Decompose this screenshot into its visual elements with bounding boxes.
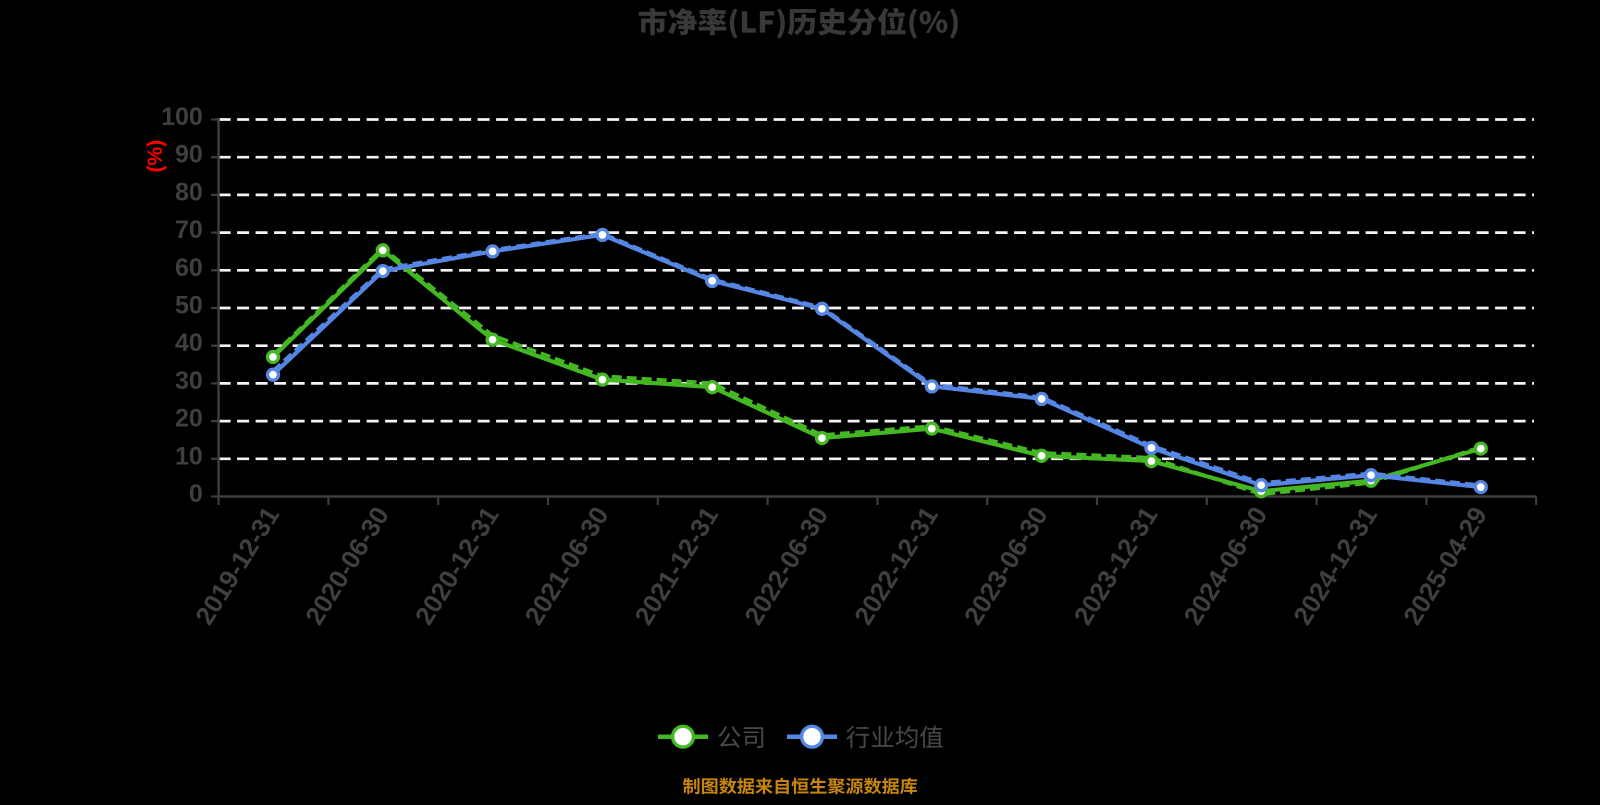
svg-text:70: 70 bbox=[175, 216, 203, 244]
svg-text:30: 30 bbox=[175, 367, 203, 395]
svg-text:60: 60 bbox=[175, 254, 203, 282]
svg-text:40: 40 bbox=[175, 329, 203, 357]
svg-text:80: 80 bbox=[175, 178, 203, 206]
svg-text:(%): (%) bbox=[144, 140, 167, 173]
svg-text:50: 50 bbox=[175, 292, 203, 320]
svg-text:90: 90 bbox=[175, 141, 203, 169]
svg-text:10: 10 bbox=[175, 442, 203, 470]
svg-text:20: 20 bbox=[175, 405, 203, 433]
svg-text:0: 0 bbox=[189, 480, 203, 508]
svg-text:100: 100 bbox=[161, 103, 203, 131]
